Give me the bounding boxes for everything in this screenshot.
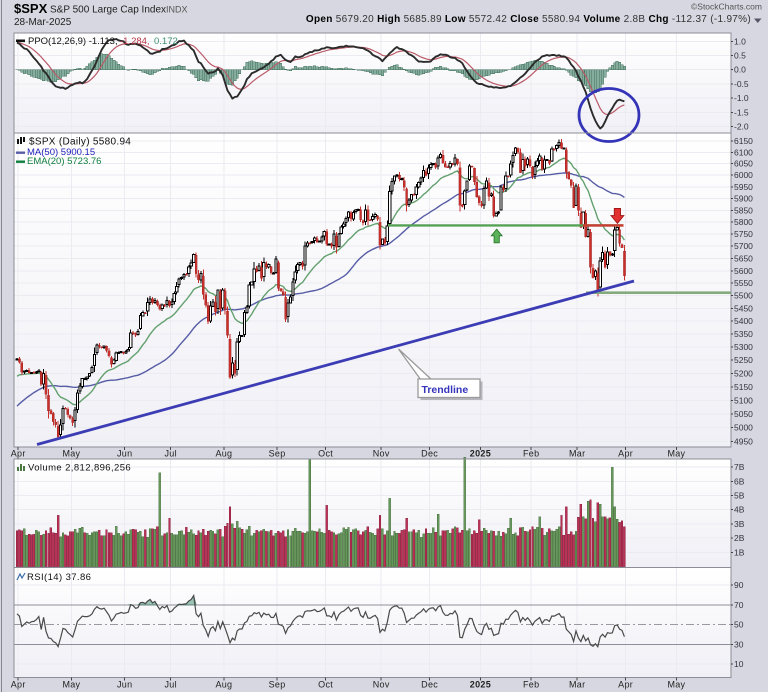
svg-text:EMA(20) 5723.76: EMA(20) 5723.76 <box>27 156 101 167</box>
svg-text:5650: 5650 <box>734 253 753 263</box>
svg-text:0.172: 0.172 <box>154 36 178 47</box>
svg-text:30: 30 <box>734 639 744 649</box>
svg-text:Sep: Sep <box>269 680 286 690</box>
svg-text:90: 90 <box>734 580 744 590</box>
svg-text:6000: 6000 <box>734 170 753 180</box>
svg-text:Jul: Jul <box>164 680 176 690</box>
svg-text:Apr: Apr <box>618 449 633 459</box>
svg-text:0.0: 0.0 <box>734 65 746 75</box>
svg-text:$SPX (Daily) 5580.94: $SPX (Daily) 5580.94 <box>29 137 131 148</box>
svg-text:6B: 6B <box>734 476 745 486</box>
svg-text:Jun: Jun <box>117 680 132 690</box>
svg-text:-1.0: -1.0 <box>734 93 749 103</box>
svg-text:Jun: Jun <box>117 449 132 459</box>
svg-text:S&P 500 Large Cap Index: S&P 500 Large Cap Index <box>50 5 166 16</box>
svg-text:6050: 6050 <box>734 159 753 169</box>
svg-text:Mar: Mar <box>569 680 585 690</box>
svg-text:5700: 5700 <box>734 241 753 251</box>
svg-text:5600: 5600 <box>734 266 753 276</box>
svg-text:5300: 5300 <box>734 342 753 352</box>
svg-text:5350: 5350 <box>734 329 753 339</box>
svg-text:5000: 5000 <box>734 423 753 433</box>
svg-text:0.5: 0.5 <box>734 51 746 61</box>
svg-text:50: 50 <box>734 620 744 630</box>
svg-text:5450: 5450 <box>734 303 753 313</box>
svg-text:-1.5: -1.5 <box>734 107 749 117</box>
svg-text:Sep: Sep <box>269 449 286 459</box>
svg-text:-0.5: -0.5 <box>734 79 749 89</box>
svg-text:1.0: 1.0 <box>734 36 746 46</box>
svg-text:5750: 5750 <box>734 229 753 239</box>
svg-text:Aug: Aug <box>215 680 232 690</box>
svg-text:Jul: Jul <box>164 449 176 459</box>
svg-text:5950: 5950 <box>734 182 753 192</box>
svg-text:INDX: INDX <box>166 5 188 15</box>
svg-text:1B: 1B <box>734 547 745 557</box>
svg-text:Mar: Mar <box>569 449 585 459</box>
svg-text:Oct: Oct <box>318 449 333 459</box>
svg-text:4950: 4950 <box>734 437 753 447</box>
svg-text:28-Mar-2025: 28-Mar-2025 <box>14 17 72 28</box>
svg-text:6150: 6150 <box>734 136 753 146</box>
svg-text:5550: 5550 <box>734 278 753 288</box>
svg-text:10: 10 <box>734 659 744 669</box>
svg-text:Oct: Oct <box>318 680 333 690</box>
svg-text:2025: 2025 <box>470 680 491 690</box>
svg-text:6100: 6100 <box>734 147 753 157</box>
svg-text:2B: 2B <box>734 533 745 543</box>
svg-text:5250: 5250 <box>734 355 753 365</box>
svg-text:May: May <box>62 449 80 459</box>
svg-text:Apr: Apr <box>618 680 633 690</box>
svg-text:PPO(12,26,9) -1.113,: PPO(12,26,9) -1.113, <box>28 36 118 47</box>
svg-text:2025: 2025 <box>470 449 491 459</box>
svg-text:Volume 2,812,896,256: Volume 2,812,896,256 <box>28 463 131 474</box>
svg-text:5850: 5850 <box>734 205 753 215</box>
svg-text:Aug: Aug <box>215 449 232 459</box>
svg-text:Feb: Feb <box>523 680 539 690</box>
svg-text:May: May <box>667 680 685 690</box>
svg-text:70: 70 <box>734 600 744 610</box>
svg-text:4B: 4B <box>734 505 745 515</box>
svg-text:Dec: Dec <box>421 680 438 690</box>
svg-text:Trendline: Trendline <box>422 384 469 396</box>
svg-text:-1.284,: -1.284, <box>120 36 150 47</box>
svg-text:RSI(14) 37.86: RSI(14) 37.86 <box>27 572 91 583</box>
svg-text:5150: 5150 <box>734 382 753 392</box>
svg-text:May: May <box>62 680 80 690</box>
svg-text:-2.0: -2.0 <box>734 122 749 132</box>
svg-text:5050: 5050 <box>734 409 753 419</box>
svg-text:5B: 5B <box>734 491 745 501</box>
svg-text:5900: 5900 <box>734 194 753 204</box>
svg-text:May: May <box>667 449 685 459</box>
svg-text:5200: 5200 <box>734 368 753 378</box>
svg-text:Nov: Nov <box>373 449 390 459</box>
svg-text:Dec: Dec <box>421 449 438 459</box>
svg-text:5100: 5100 <box>734 395 753 405</box>
svg-text:©StockCharts.com: ©StockCharts.com <box>691 2 762 12</box>
svg-text:5500: 5500 <box>734 291 753 301</box>
svg-text:5400: 5400 <box>734 316 753 326</box>
svg-text:$SPX: $SPX <box>14 1 48 16</box>
svg-text:3B: 3B <box>734 519 745 529</box>
svg-text:Open 5679.20 High 5685.89 Low: Open 5679.20 High 5685.89 Low 5572.42 Cl… <box>306 14 751 25</box>
svg-text:Apr: Apr <box>11 680 26 690</box>
svg-text:MA(50) 5900.15: MA(50) 5900.15 <box>27 147 95 158</box>
svg-text:Apr: Apr <box>11 449 26 459</box>
svg-text:Feb: Feb <box>523 449 539 459</box>
svg-text:5800: 5800 <box>734 217 753 227</box>
svg-text:7B: 7B <box>734 462 745 472</box>
svg-text:Nov: Nov <box>373 680 390 690</box>
